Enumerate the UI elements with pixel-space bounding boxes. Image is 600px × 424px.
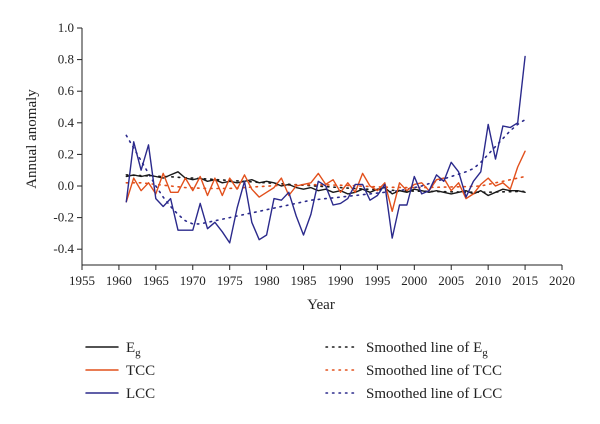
y-tick-label: 1.0 <box>58 20 74 35</box>
y-tick-label: 0.6 <box>58 83 75 98</box>
x-axis-title: Year <box>307 297 335 313</box>
y-tick-label: -0.2 <box>53 210 74 225</box>
x-tick-label: 1995 <box>364 273 390 288</box>
series-line-e-g <box>125 171 526 197</box>
series-line-tcc <box>125 150 526 213</box>
x-tick-label: 2000 <box>401 273 427 288</box>
x-tick-label: 2005 <box>438 273 464 288</box>
x-tick-label: 1990 <box>327 273 353 288</box>
x-tick-label: 1980 <box>254 273 280 288</box>
x-tick-label: 1975 <box>217 273 243 288</box>
x-tick-label: 1965 <box>143 273 169 288</box>
legend-label-e-g: Eg <box>126 340 141 359</box>
y-tick-label: 0.0 <box>58 178 74 193</box>
series-line-smoothed-line-of-tcc <box>125 175 526 190</box>
series-line-lcc <box>125 55 526 244</box>
y-tick-label: 0.4 <box>58 115 75 130</box>
x-tick-label: 1985 <box>291 273 317 288</box>
y-tick-label: 0.2 <box>58 146 74 161</box>
y-axis-title: Annual anomaly <box>24 89 40 189</box>
y-tick-label: -0.4 <box>53 241 74 256</box>
legend-label-smoothed-line-of-lcc: Smoothed line of LCC <box>366 386 502 402</box>
y-tick-label: 0.8 <box>58 52 74 67</box>
x-tick-label: 2010 <box>475 273 501 288</box>
legend-label-smoothed-line-of-tcc: Smoothed line of TCC <box>366 363 502 379</box>
x-tick-label: 2020 <box>549 273 575 288</box>
legend-label-lcc: LCC <box>126 386 155 402</box>
x-tick-label: 1955 <box>69 273 95 288</box>
legend-label-smoothed-line-of-e-g: Smoothed line of Eg <box>366 340 488 359</box>
x-tick-label: 1960 <box>106 273 132 288</box>
x-tick-label: 1970 <box>180 273 206 288</box>
axes: 1955 1960 1965 1970 1975 1980 1985 1990 1995 2000… <box>53 20 575 288</box>
legend-label-tcc: TCC <box>126 363 155 379</box>
series-layer <box>125 55 526 244</box>
x-tick-label: 2015 <box>512 273 538 288</box>
legend: Eg TCC LCC Smoothed line of Eg Smoothed line… <box>85 340 502 402</box>
